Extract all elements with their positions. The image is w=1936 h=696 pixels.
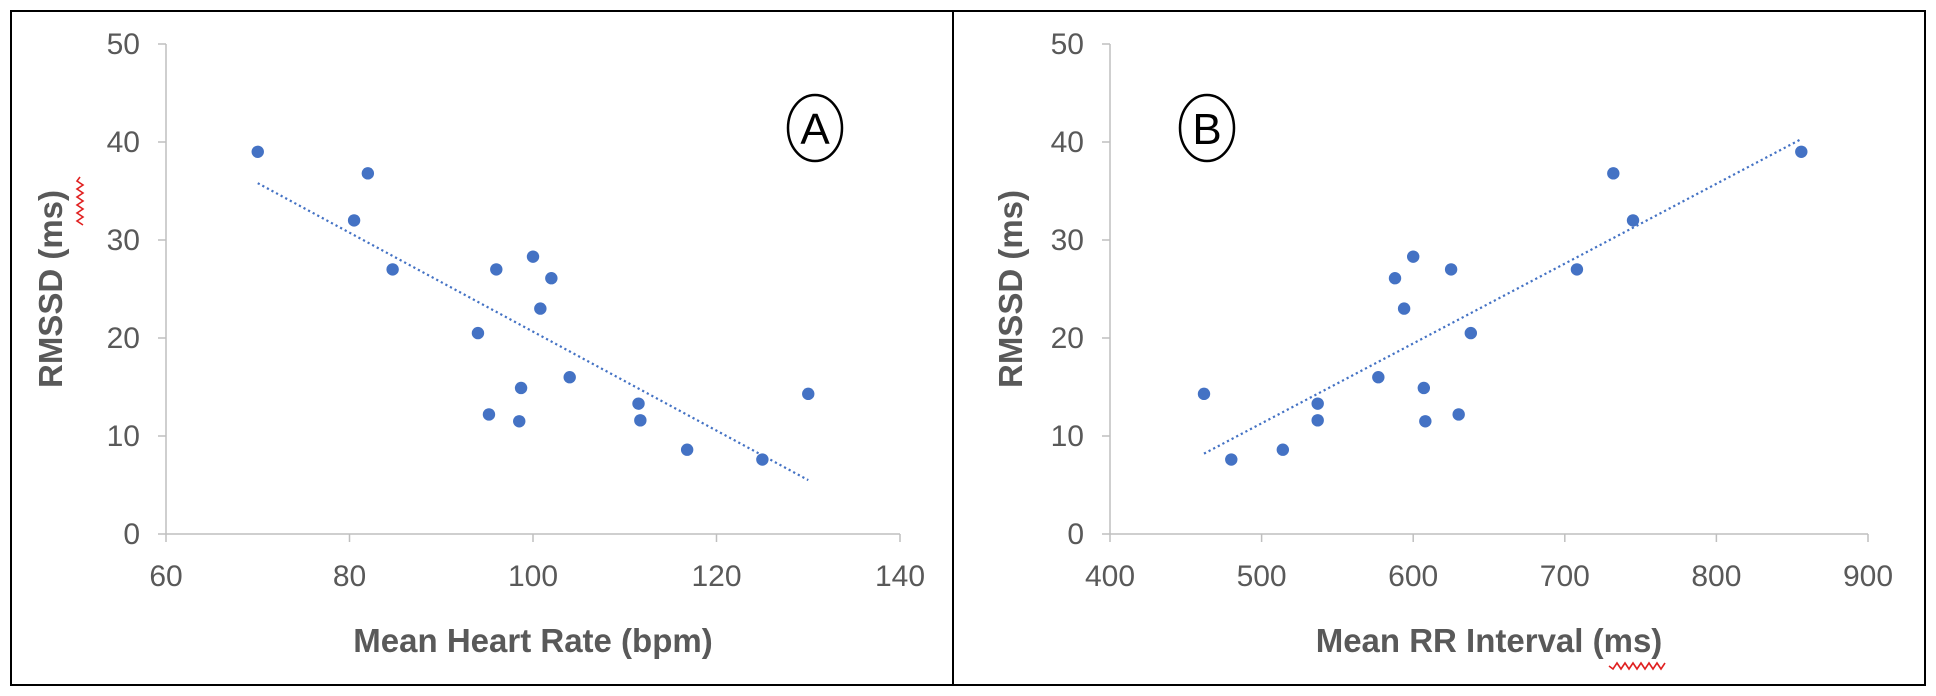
chart-b-data-point [1444,263,1458,276]
chart-a-data-point [545,272,558,285]
chart-a-x-tick-label: 60 [149,560,182,593]
chart-a-data-point [513,415,526,428]
chart-b-x-tick-label: 900 [1843,560,1893,593]
chart-b-x-tick-label: 600 [1388,560,1438,593]
chart-a-data-point [563,371,576,384]
chart-b-y-tick-label: 40 [1051,126,1084,159]
chart-a-data-point [802,387,815,401]
chart-a-y-tick-label: 0 [123,518,140,551]
chart-a-panel-label: A [800,105,830,154]
chart-b-x-axis-title: Mean RR Interval (ms) [1316,622,1663,659]
chart-b-data-point [1407,250,1420,263]
chart-b-y-tick-label: 0 [1067,518,1084,551]
chart-b-x-tick-label: 800 [1691,560,1741,593]
chart-b-data-point [1397,302,1411,315]
chart-b-x-tick-label: 700 [1540,560,1590,593]
chart-b-data-point [1276,443,1290,456]
chart-b-svg: 0 10 20 30 40 50 400 500 600 700 800 900 Mean RR Int… [992,28,1893,671]
chart-a-data-point [526,250,540,263]
chart-a-data-point [251,145,264,158]
chart-b-trendline [1203,138,1802,455]
chart-b-x-tick-label: 500 [1237,560,1287,593]
chart-a-x-tick-label: 120 [691,560,741,593]
chart-a-x-tick-label: 80 [333,560,366,593]
chart-b-data-point [1388,272,1402,285]
chart-a-data-point [514,381,528,395]
chart-a-y-tick-label: 30 [107,224,140,257]
chart-b-data-point [1626,214,1640,227]
chart-a-data-point [471,326,485,340]
chart-panel-b: 0 10 20 30 40 50 400 500 600 700 800 900 Mean RR Int… [952,10,1926,686]
chart-b-data-point [1417,381,1431,395]
chart-a-data-point [361,167,375,180]
chart-a-data-point [490,263,503,276]
chart-a-spellcheck-underline [75,176,85,226]
chart-a-panel-badge: A [786,93,844,163]
chart-a-y-tick-label: 20 [107,322,140,355]
chart-b-data-point [1570,263,1584,276]
chart-a-x-axis-title: Mean Heart Rate (bpm) [353,622,712,659]
chart-a-y-axis-title: RMSSD (ms) [32,190,69,388]
chart-b-data-point [1607,167,1620,180]
chart-a-data-point [756,453,769,466]
chart-b-data-point [1197,387,1211,401]
chart-a-svg: 0 10 20 30 40 50 60 80 100 120 140 Mean Heart Rate … [32,28,925,659]
chart-b-data-point [1372,371,1385,384]
chart-b-data-point [1311,414,1324,427]
chart-b-data-point [1452,408,1465,421]
chart-panel-a: 0 10 20 30 40 50 60 80 100 120 140 Mean Heart Rate … [10,10,954,686]
chart-b-y-tick-label: 10 [1051,420,1084,453]
chart-a-y-tick-label: 10 [107,420,140,453]
chart-a-data-point [680,443,694,456]
chart-b-spellcheck-underline [1608,661,1666,671]
chart-a-data-point [347,214,361,227]
chart-b-data-point [1311,397,1324,410]
chart-a-data-point [534,302,547,315]
chart-a-trendline [257,182,809,482]
chart-a-data-point [386,263,399,276]
chart-b-data-point [1464,326,1478,340]
chart-a-x-tick-label: 100 [508,560,558,593]
chart-b-data-point [1419,415,1432,428]
chart-b-y-tick-label: 20 [1051,322,1084,355]
chart-b-y-axis-title: RMSSD (ms) [992,190,1029,388]
chart-b-y-tick-label: 50 [1051,28,1084,61]
chart-a-y-tick-label: 40 [107,126,140,159]
chart-b-x-tick-label: 400 [1085,560,1135,593]
chart-a-data-point [632,397,645,410]
chart-b-panel-badge: B [1178,93,1236,163]
chart-a-y-tick-label: 50 [107,28,140,61]
chart-b-data-point [1225,453,1238,466]
chart-b-y-tick-label: 30 [1051,224,1084,257]
chart-a-x-tick-label: 140 [875,560,925,593]
chart-b-panel-label: B [1192,105,1221,154]
chart-a-data-point [634,414,647,427]
chart-a-data-point [482,408,496,421]
chart-b-data-point [1795,145,1808,158]
